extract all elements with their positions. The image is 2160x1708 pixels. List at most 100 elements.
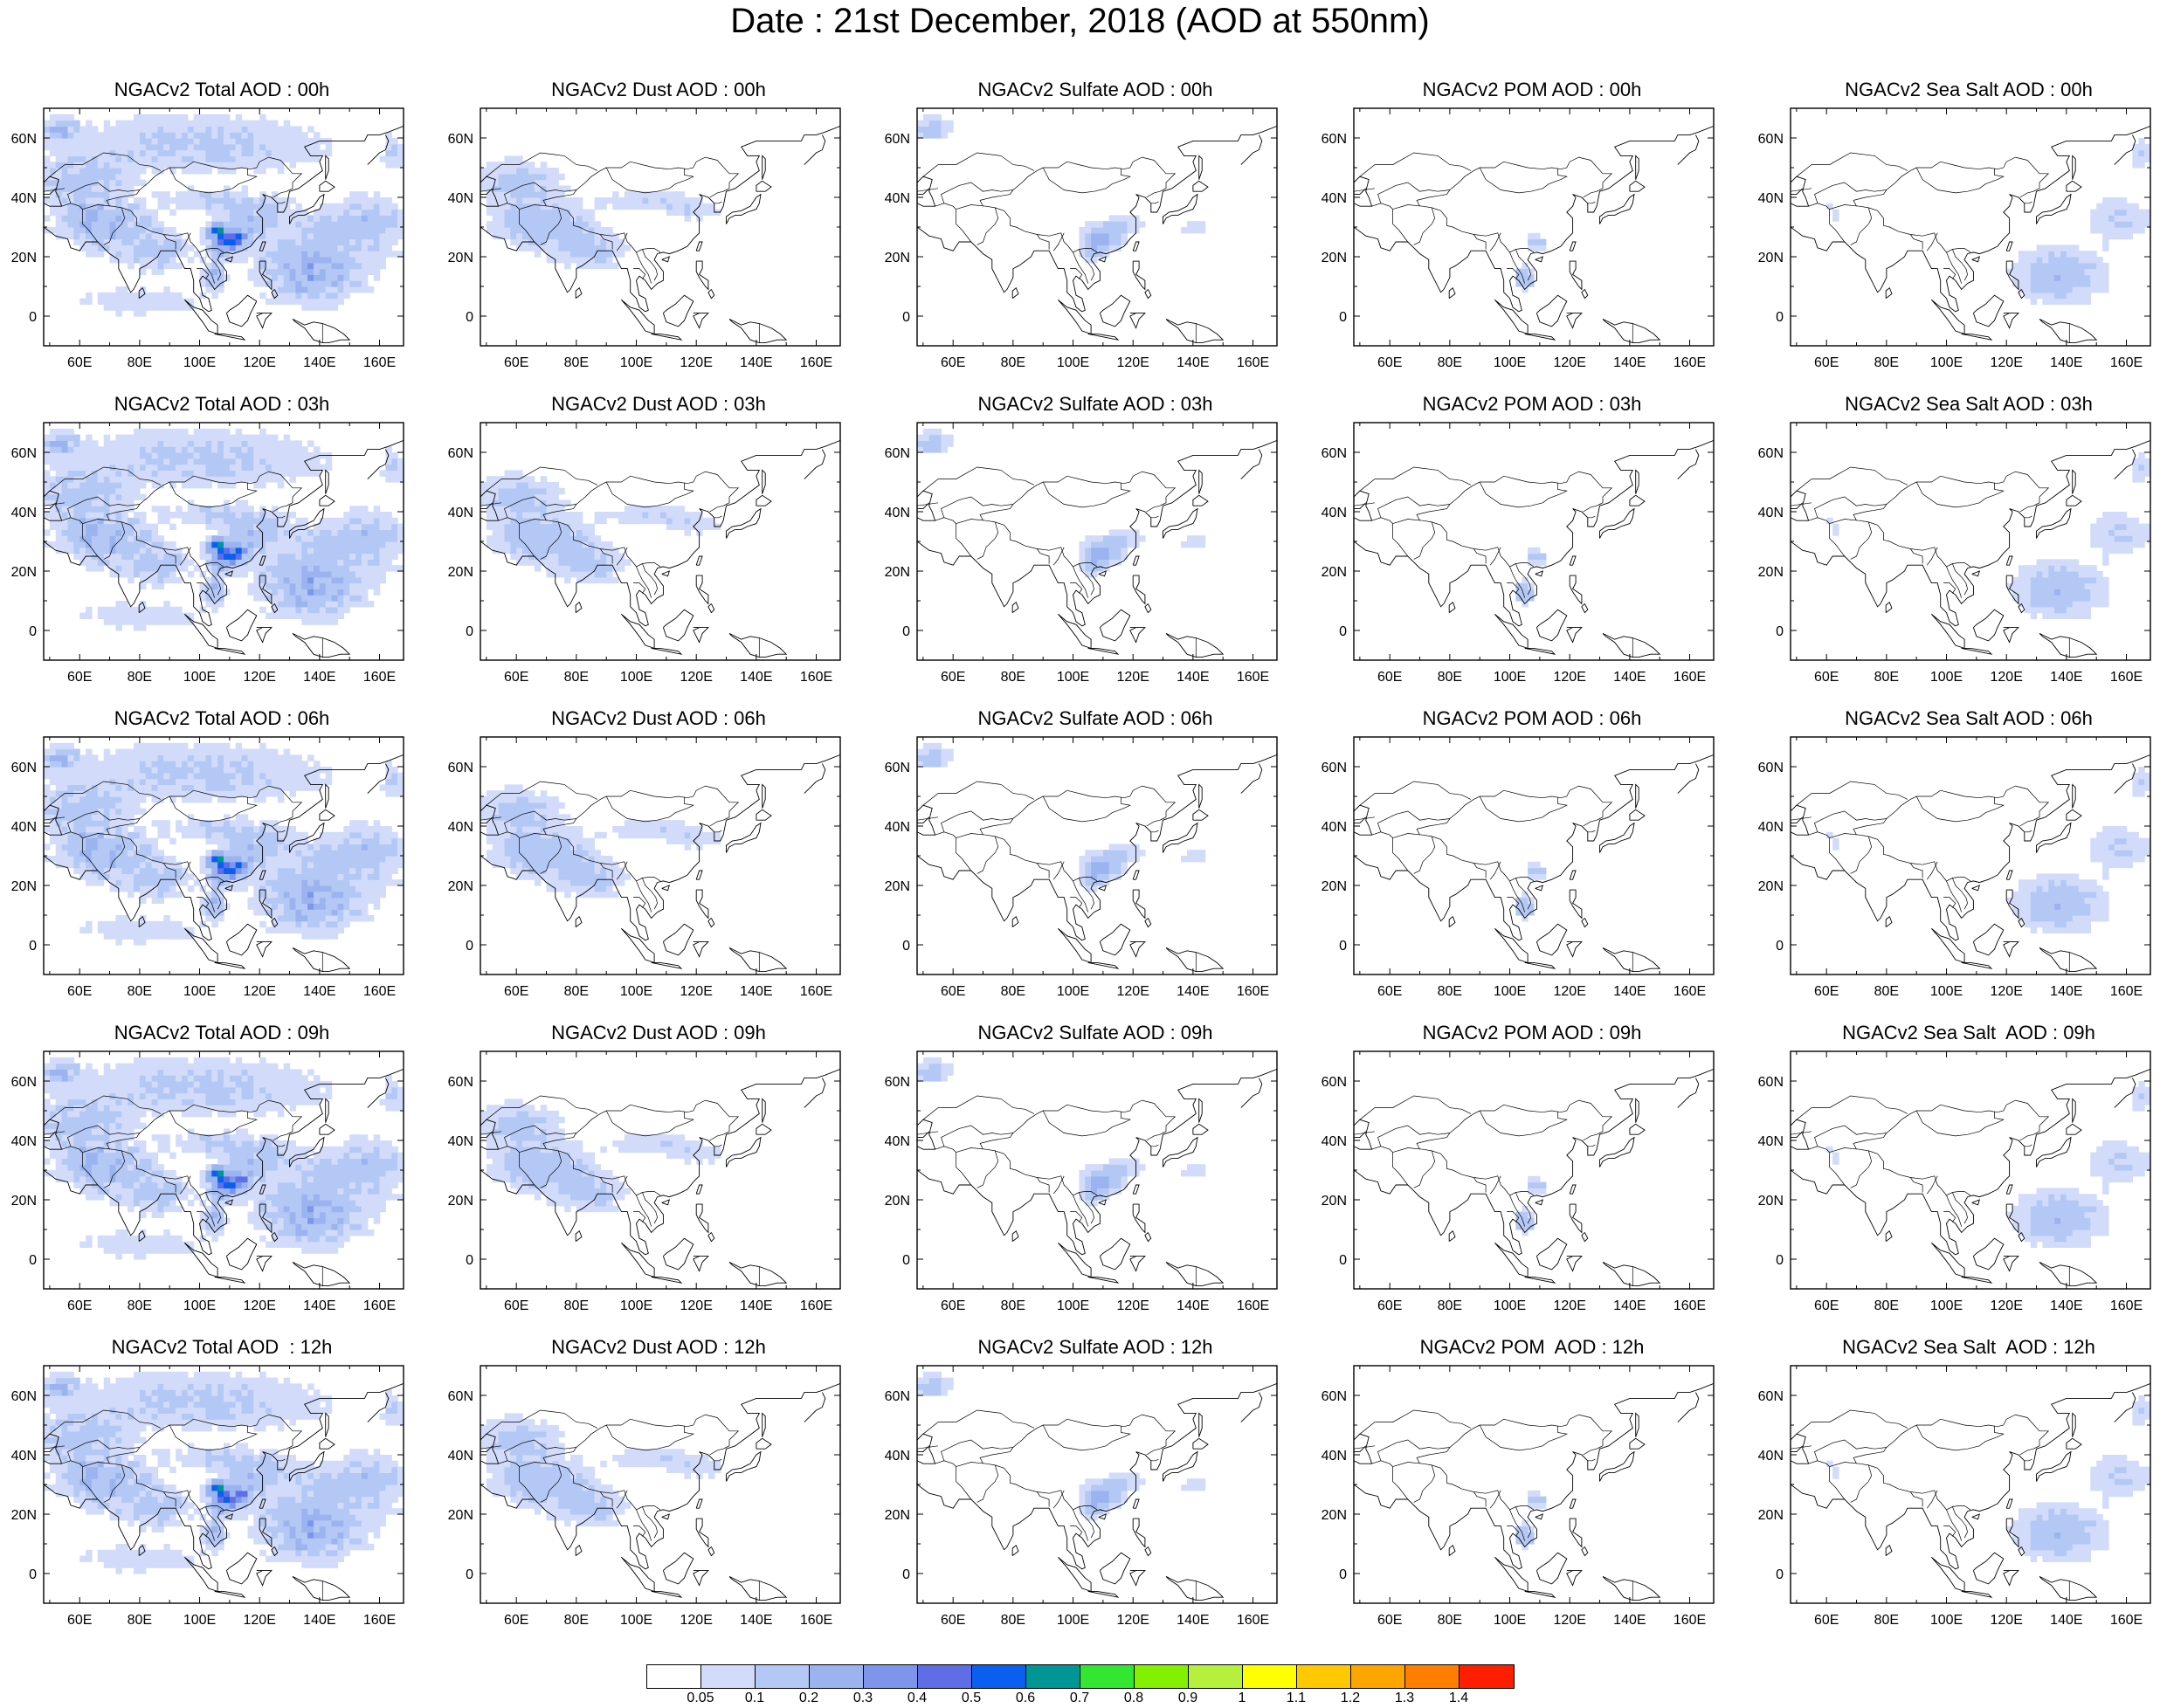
aod-shading <box>917 114 1206 264</box>
lat-tick-label: 20N <box>885 1194 910 1209</box>
lon-tick-label: 60E <box>504 355 528 370</box>
lon-tick-label: 160E <box>2110 984 2143 999</box>
lat-tick-label: 40N <box>1322 820 1347 835</box>
lon-tick-label: 140E <box>1177 355 1209 370</box>
coastlines <box>917 754 1277 973</box>
lon-tick-label: 80E <box>564 1613 589 1628</box>
lon-tick-label: 140E <box>1613 1298 1646 1313</box>
lon-tick-label: 120E <box>1117 984 1149 999</box>
colorbar-boxes <box>646 1664 1515 1689</box>
lat-tick-label: 0 <box>29 1567 37 1582</box>
lat-tick-label: 60N <box>1322 1389 1347 1404</box>
panel-title: NGACv2 POM AOD : 06h <box>1422 707 1642 729</box>
lon-tick-label: 160E <box>800 1298 832 1313</box>
lon-tick-label: 120E <box>244 984 276 999</box>
coastlines <box>1354 439 1714 658</box>
lon-tick-label: 120E <box>1554 355 1586 370</box>
coastlines <box>1791 1068 2150 1287</box>
lat-tick-label: 40N <box>885 820 910 835</box>
lat-tick-label: 20N <box>1758 1194 1784 1209</box>
panel-title: NGACv2 Sulfate AOD : 12h <box>977 1336 1213 1358</box>
lat-tick-label: 0 <box>466 1253 473 1268</box>
map-plot: 60E 80E 100E 120E 140E 160E 60N 40N 20N 0 <box>448 736 841 999</box>
panel-title: NGACv2 Total AOD : 03h <box>114 393 330 415</box>
lon-tick-label: 60E <box>941 355 965 370</box>
colorbar-labels: 0.05 0.1 0.2 0.3 0.4 0.5 0.6 0.7 0.8 0.9 1 1.1 1.2 1.… <box>646 1691 1513 1706</box>
lon-tick-label: 120E <box>1554 1298 1586 1313</box>
panel-title: NGACv2 Sulfate AOD : 03h <box>977 393 1213 415</box>
lat-tick-label: 20N <box>448 879 473 894</box>
map-panel-seasalt-09h: NGACv2 Sea Salt AOD : 09h 60E 80E 100E 120E 1… <box>1747 1022 2160 1336</box>
map-panel-sulfate-06h: NGACv2 Sulfate AOD : 06h 60E 80E 100E 120E 14… <box>873 707 1310 1022</box>
lat-tick-label: 0 <box>902 1567 910 1582</box>
lon-tick-label: 100E <box>183 355 216 370</box>
lat-tick-label: 0 <box>466 1567 473 1582</box>
map-plot: 60E 80E 100E 120E 140E 160E 60N 40N 20N 0 <box>1322 422 1715 685</box>
aod-shading <box>1826 452 2150 619</box>
lat-tick-label: 40N <box>1758 820 1784 835</box>
map-panel-pom-12h: NGACv2 POM AOD : 12h 60E 80E 100E 120E 140E 16… <box>1310 1336 1747 1650</box>
map-frame <box>1353 1050 1715 1290</box>
lon-tick-label: 60E <box>67 984 92 999</box>
colorbar-label: 1 <box>1238 1691 1246 1705</box>
coastlines <box>44 1382 404 1601</box>
lon-tick-label: 60E <box>941 1613 965 1628</box>
lon-tick-label: 160E <box>363 1298 396 1313</box>
lat-tick-label: 20N <box>885 565 910 580</box>
lon-tick-label: 60E <box>67 1613 92 1628</box>
lat-tick-label: 60N <box>11 446 37 461</box>
lat-tick-label: 60N <box>1322 132 1347 147</box>
colorbar-swatch <box>1080 1665 1135 1688</box>
lon-tick-label: 160E <box>1673 355 1706 370</box>
lat-tick-label: 40N <box>448 506 473 520</box>
map-panel-seasalt-00h: NGACv2 Sea Salt AOD : 00h 60E 80E 100E 120E 1… <box>1747 79 2160 393</box>
coastlines <box>480 439 840 658</box>
lat-tick-label: 20N <box>885 879 910 894</box>
aod-shading <box>1515 861 1547 922</box>
lat-tick-label: 40N <box>885 191 910 206</box>
map-panel-dust-00h: NGACv2 Dust AOD : 00h 60E 80E 100E 120E 140E 1… <box>437 79 873 393</box>
map-panel-sulfate-03h: NGACv2 Sulfate AOD : 03h 60E 80E 100E 120E 14… <box>873 393 1310 707</box>
map-plot: 60E 80E 100E 120E 140E 160E 60N 40N 20N 0 <box>1758 107 2151 370</box>
lon-tick-label: 160E <box>2110 1298 2143 1313</box>
lon-tick-label: 160E <box>363 984 396 999</box>
lon-tick-label: 80E <box>128 984 152 999</box>
colorbar-swatch <box>756 1665 810 1688</box>
map-panel-seasalt-12h: NGACv2 Sea Salt AOD : 12h 60E 80E 100E 120E 1… <box>1747 1336 2160 1650</box>
map-plot: 60E 80E 100E 120E 140E 160E 60N 40N 20N 0 <box>885 107 1278 370</box>
lat-tick-label: 60N <box>1758 1389 1784 1404</box>
lat-tick-label: 20N <box>1758 565 1784 580</box>
panel-title: NGACv2 POM AOD : 03h <box>1422 393 1642 415</box>
coastlines <box>1791 439 2150 658</box>
lon-tick-label: 160E <box>1237 355 1269 370</box>
map-panel-dust-12h: NGACv2 Dust AOD : 12h 60E 80E 100E 120E 140E 1… <box>437 1336 873 1650</box>
lat-tick-label: 20N <box>885 251 910 265</box>
lon-tick-label: 60E <box>941 984 965 999</box>
lat-tick-label: 60N <box>1758 761 1784 775</box>
lon-tick-label: 160E <box>1237 1613 1269 1628</box>
lon-tick-label: 80E <box>1001 670 1025 685</box>
lat-tick-label: 20N <box>1322 1508 1347 1523</box>
lat-tick-label: 20N <box>1322 879 1347 894</box>
lon-tick-label: 60E <box>67 355 92 370</box>
figure-title: Date : 21st December, 2018 (AOD at 550nm… <box>730 2 1430 40</box>
aod-shading <box>1515 1490 1547 1551</box>
lat-tick-label: 0 <box>1776 939 1784 954</box>
lat-tick-label: 20N <box>11 1508 37 1523</box>
lon-tick-label: 120E <box>244 1613 276 1628</box>
panel-title: NGACv2 Sulfate AOD : 06h <box>977 707 1213 729</box>
lat-tick-label: 40N <box>448 820 473 835</box>
lon-tick-label: 120E <box>1991 670 2023 685</box>
lat-tick-label: 40N <box>1758 1449 1784 1464</box>
lat-tick-label: 20N <box>1758 879 1784 894</box>
panel-title: NGACv2 Dust AOD : 09h <box>551 1022 766 1043</box>
lon-tick-label: 120E <box>1117 670 1149 685</box>
lat-tick-label: 0 <box>1776 310 1784 325</box>
lon-tick-label: 140E <box>1177 984 1209 999</box>
colorbar-swatch <box>1460 1665 1514 1688</box>
lon-tick-label: 100E <box>1057 1613 1089 1628</box>
lat-tick-label: 40N <box>448 1449 473 1464</box>
lon-tick-label: 100E <box>1930 1298 1963 1313</box>
colorbar-label: 0.4 <box>907 1691 928 1705</box>
lon-tick-label: 60E <box>1377 670 1402 685</box>
